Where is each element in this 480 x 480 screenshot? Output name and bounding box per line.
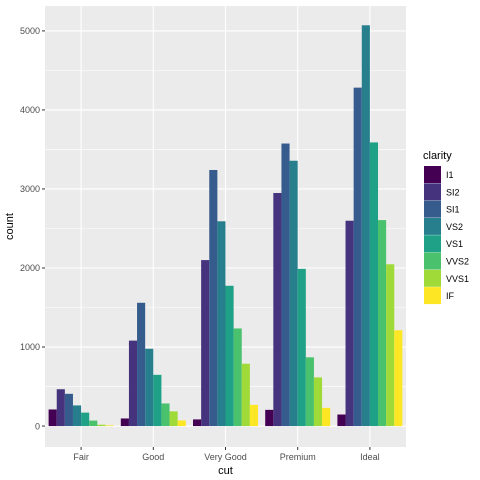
y-axis: 0 1000 2000 3000 4000 5000 (20, 26, 45, 431)
bar-VS2-very-good (217, 221, 226, 427)
bar-SI2-premium (273, 192, 282, 427)
bar-I1-premium (265, 409, 274, 427)
x-tick-label: Good (142, 452, 164, 462)
bar-IF-fair (105, 425, 114, 427)
y-tick-label: 1000 (20, 342, 40, 352)
y-tick-label: 3000 (20, 184, 40, 194)
bar-VS2-fair (72, 405, 82, 427)
bar-VS1-very-good (225, 285, 234, 427)
legend-key-SI1 (424, 200, 441, 218)
x-tick-label: Fair (73, 452, 89, 462)
bar-SI1-premium (281, 143, 290, 427)
bar-SI2-ideal (345, 220, 354, 427)
bar-VS1-ideal (369, 142, 379, 427)
legend-label: I1 (446, 170, 454, 180)
legend-key-VS1 (424, 235, 441, 253)
y-axis-title: count (4, 213, 16, 240)
bar-I1-good (120, 418, 129, 427)
x-tick-label: Premium (280, 452, 316, 462)
bar-VVS2-fair (89, 420, 98, 427)
bar-SI1-fair (64, 393, 73, 427)
bar-VS1-premium (297, 268, 306, 427)
bar-VS1-fair (81, 412, 90, 427)
x-tick-label: Very Good (204, 452, 247, 462)
y-tick-label: 4000 (20, 105, 40, 115)
bar-I1-ideal (337, 414, 346, 427)
legend-key-IF (424, 287, 441, 305)
legend-label: VS2 (446, 222, 463, 232)
bar-VVS1-ideal (386, 264, 395, 427)
bar-SI1-ideal (353, 87, 362, 427)
bar-VS1-good (153, 374, 162, 427)
bar-VVS2-ideal (378, 220, 387, 427)
legend-key-VVS1 (424, 269, 441, 287)
bar-VVS2-very-good (233, 328, 242, 427)
bar-I1-very-good (193, 419, 202, 427)
y-tick-label: 2000 (20, 263, 40, 273)
bar-VVS2-good (161, 403, 170, 427)
bar-VVS1-premium (313, 377, 323, 427)
bar-VS2-ideal (361, 25, 370, 427)
bar-VVS2-premium (305, 357, 314, 427)
legend-key-VVS2 (424, 252, 441, 270)
bar-IF-premium (322, 407, 331, 427)
legend-key-VS2 (424, 217, 441, 235)
bar-SI1-good (137, 302, 146, 427)
bar-IF-very-good (249, 404, 258, 427)
x-axis-title: cut (218, 465, 233, 477)
bar-SI1-very-good (209, 169, 218, 427)
bar-SI2-fair (56, 389, 65, 427)
bar-IF-ideal (394, 330, 403, 427)
legend-label: SI2 (446, 187, 460, 197)
legend: clarity I1 SI2 SI1 VS2 VS1 VVS2 VVS1 IF (423, 150, 469, 305)
bar-I1-fair (48, 409, 57, 427)
legend-label: IF (446, 291, 455, 301)
y-tick-label: 5000 (20, 26, 40, 36)
legend-title: clarity (423, 150, 452, 162)
bar-VVS1-good (169, 411, 178, 427)
bar-VS2-premium (289, 160, 298, 427)
legend-key-SI2 (424, 183, 441, 201)
x-axis: Fair Good Very Good Premium Ideal (73, 447, 380, 462)
legend-label: SI1 (446, 205, 460, 215)
bar-SI2-good (128, 340, 138, 427)
legend-label: VS1 (446, 239, 463, 249)
legend-label: VVS1 (446, 274, 469, 284)
y-tick-label: 0 (35, 421, 40, 431)
bar-VS2-good (145, 348, 154, 427)
x-tick-label: Ideal (360, 452, 380, 462)
bar-VVS1-fair (97, 424, 106, 427)
legend-label: VVS2 (446, 257, 469, 267)
legend-key-I1 (424, 166, 441, 183)
bar-IF-good (177, 420, 186, 427)
bar-VVS1-very-good (241, 363, 250, 427)
bar-SI2-very-good (201, 260, 210, 427)
bars (48, 25, 403, 427)
